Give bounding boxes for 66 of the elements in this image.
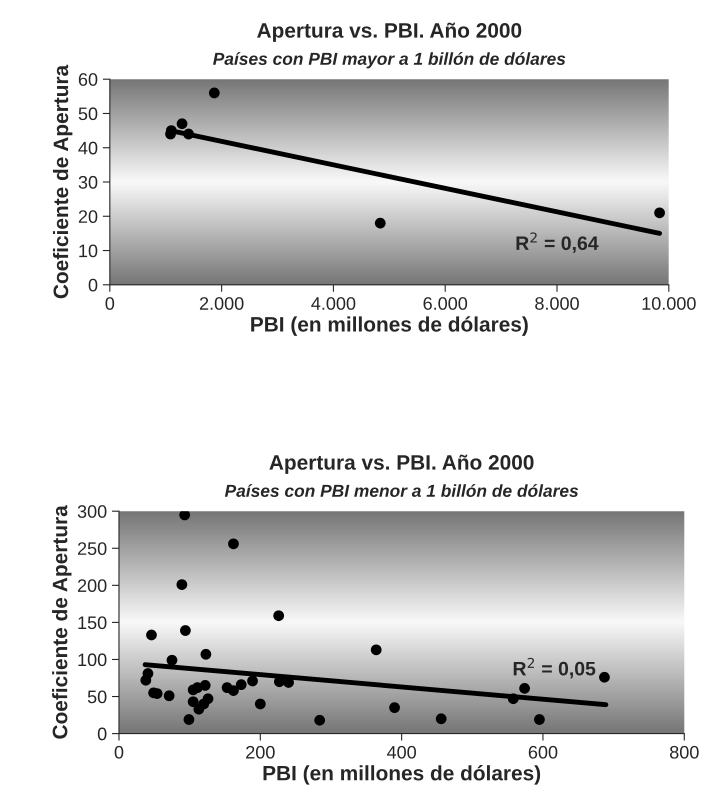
point — [374, 218, 386, 228]
x-tick-label: 8.000 — [535, 297, 579, 310]
point — [200, 648, 212, 660]
point — [166, 654, 178, 666]
y-tick-label: 20 — [78, 210, 98, 223]
x-tick-label: 0 — [114, 746, 124, 759]
chart-title: Apertura vs. PBI. Año 2000 — [257, 22, 522, 42]
chart-title: Apertura vs. PBI. Año 2000 — [269, 454, 534, 474]
point — [519, 683, 530, 694]
y-tick-label: 50 — [88, 690, 106, 704]
y-tick-label: 10 — [79, 244, 98, 258]
x-axis-title: PBI (en millones de dólares) — [264, 765, 540, 785]
x-tick-label: 2.000 — [200, 297, 244, 310]
point — [176, 118, 188, 130]
point — [184, 714, 194, 725]
point — [236, 679, 247, 690]
point — [314, 714, 326, 726]
y-axis-title: Coeficiente de Apertura — [52, 64, 72, 298]
point — [188, 696, 199, 708]
y-tick-label: 50 — [78, 107, 98, 120]
point — [176, 579, 188, 590]
y-tick-label: 40 — [78, 142, 98, 154]
x-tick-label: 200 — [246, 746, 275, 759]
annotation: R$^{2}$ = 0,05 — [514, 658, 596, 678]
point — [208, 88, 220, 98]
point — [247, 676, 258, 686]
point — [599, 672, 610, 683]
x-tick-label: 800 — [670, 746, 699, 759]
point — [654, 207, 665, 218]
point — [200, 680, 211, 691]
chart-subtitle: Países con PBI mayor a 1 billón de dólares — [213, 52, 566, 68]
y-tick-label: 0 — [88, 278, 98, 292]
y-tick-label: 60 — [78, 73, 98, 86]
point — [164, 690, 175, 702]
x-tick-label: 0 — [106, 297, 114, 310]
point — [228, 538, 239, 550]
point — [146, 630, 157, 640]
y-tick-label: 150 — [78, 616, 106, 630]
x-tick-label: 600 — [528, 746, 558, 759]
y-tick-label: 200 — [78, 579, 106, 592]
point — [179, 511, 190, 520]
x-tick-label: 4.000 — [311, 297, 356, 310]
x-axis-title: PBI (en millones de dólares) — [251, 316, 528, 336]
chart-subtitle: Países con PBI menor a 1 billón de dólares — [224, 484, 578, 497]
point — [180, 625, 191, 636]
y-tick-label: 30 — [78, 176, 98, 189]
x-tick-label: 10.000 — [642, 297, 696, 310]
point — [228, 685, 239, 696]
y-axis-title: Coeficiente de Apertura — [52, 505, 72, 739]
point — [142, 668, 154, 679]
annotation: R$^{2}$ = 0,64 — [516, 232, 599, 253]
point — [254, 698, 266, 710]
point — [183, 128, 194, 140]
y-tick-label: 250 — [78, 542, 106, 555]
point — [202, 693, 214, 704]
point — [436, 713, 447, 724]
y-tick-label: 300 — [78, 505, 106, 518]
point — [534, 714, 545, 725]
point — [370, 644, 382, 656]
x-tick-label: 400 — [386, 746, 416, 759]
point — [389, 702, 400, 714]
x-tick-label: 6.000 — [424, 297, 468, 310]
y-tick-label: 0 — [98, 728, 106, 740]
y-tick-label: 100 — [78, 653, 106, 666]
point — [508, 693, 519, 704]
point — [273, 610, 284, 622]
